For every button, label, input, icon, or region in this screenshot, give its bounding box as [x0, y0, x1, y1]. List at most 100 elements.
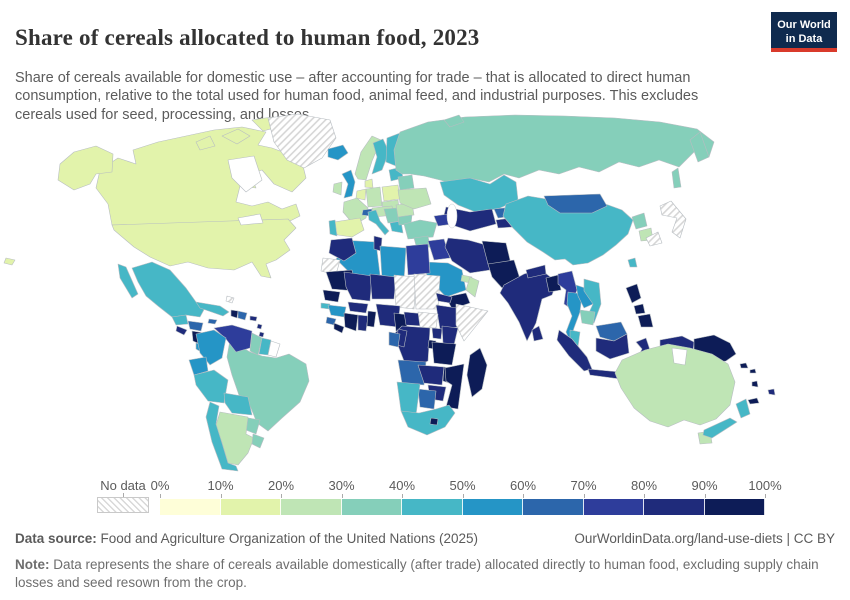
- country-iceland[interactable]: [327, 144, 349, 161]
- country-peru[interactable]: [193, 369, 229, 404]
- legend-bin-9[interactable]: [704, 499, 765, 515]
- country-namibia[interactable]: [396, 381, 421, 416]
- no-data-swatch[interactable]: [97, 497, 149, 513]
- country-australia[interactable]: [614, 343, 736, 428]
- country-bangladesh[interactable]: [545, 274, 562, 293]
- country-south-sudan[interactable]: [417, 311, 439, 329]
- country-united-states[interactable]: [111, 218, 297, 279]
- country-taiwan[interactable]: [627, 257, 638, 268]
- legend-bin-6[interactable]: [523, 499, 584, 515]
- country-new-zealand-south[interactable]: [702, 417, 738, 439]
- country-portugal[interactable]: [328, 219, 338, 237]
- country-turkey[interactable]: [403, 219, 438, 240]
- country-togo-benin[interactable]: [366, 310, 377, 328]
- country-guyana[interactable]: [249, 332, 263, 356]
- country-canada-arctic2[interactable]: [221, 128, 251, 145]
- country-poland[interactable]: [381, 184, 401, 202]
- country-sumatra[interactable]: [556, 329, 593, 372]
- owid-link[interactable]: OurWorldinData.org/land-use-diets | CC B…: [574, 531, 835, 546]
- country-bahamas[interactable]: [225, 295, 235, 304]
- country-mongolia[interactable]: [543, 193, 608, 214]
- country-russia[interactable]: [393, 114, 715, 185]
- country-mozambique[interactable]: [444, 363, 465, 410]
- legend-bin-7[interactable]: [583, 499, 644, 515]
- country-somalia[interactable]: [455, 303, 489, 342]
- country-lesser-antilles1[interactable]: [256, 323, 263, 330]
- country-south-africa[interactable]: [400, 404, 456, 436]
- country-ghana[interactable]: [357, 314, 369, 332]
- country-mali[interactable]: [343, 271, 373, 302]
- country-french-guiana[interactable]: [267, 340, 281, 358]
- country-chile[interactable]: [205, 401, 239, 472]
- country-denmark[interactable]: [364, 178, 374, 189]
- legend-bin-1[interactable]: [220, 499, 281, 515]
- country-el-salvador[interactable]: [175, 325, 188, 336]
- country-new-caledonia[interactable]: [747, 397, 760, 405]
- legend-bin-3[interactable]: [341, 499, 402, 515]
- country-guinea[interactable]: [327, 304, 347, 318]
- country-botswana[interactable]: [417, 388, 437, 410]
- country-morocco[interactable]: [328, 237, 357, 262]
- country-japan-main[interactable]: [659, 200, 687, 239]
- country-ireland[interactable]: [332, 181, 343, 196]
- country-greenland[interactable]: [267, 113, 337, 169]
- country-jamaica[interactable]: [207, 318, 218, 325]
- country-alaska[interactable]: [57, 145, 114, 191]
- country-madagascar[interactable]: [466, 347, 488, 398]
- country-borneo-indonesia[interactable]: [595, 333, 630, 360]
- country-solomon1[interactable]: [739, 362, 749, 369]
- country-japan-south[interactable]: [645, 231, 663, 247]
- country-cuba[interactable]: [195, 301, 230, 317]
- legend-bin-4[interactable]: [402, 499, 463, 515]
- country-burkina-faso[interactable]: [347, 301, 369, 314]
- country-bolivia[interactable]: [223, 392, 253, 416]
- legend-bin-5[interactable]: [462, 499, 523, 515]
- country-uganda[interactable]: [431, 327, 443, 340]
- country-uruguay[interactable]: [251, 433, 265, 449]
- country-fiji[interactable]: [767, 388, 776, 396]
- country-puerto-rico[interactable]: [249, 315, 258, 322]
- country-north-korea[interactable]: [631, 212, 648, 230]
- country-senegal[interactable]: [322, 289, 341, 303]
- country-lesotho[interactable]: [429, 417, 439, 426]
- country-sweden[interactable]: [371, 138, 390, 175]
- country-chad[interactable]: [393, 274, 417, 310]
- country-baja-california[interactable]: [117, 263, 139, 299]
- country-new-zealand-north[interactable]: [735, 398, 751, 419]
- country-germany[interactable]: [365, 186, 383, 208]
- country-canada-arctic1[interactable]: [195, 135, 216, 151]
- owid-logo[interactable]: Our World in Data: [771, 12, 837, 52]
- country-vanuatu[interactable]: [751, 380, 759, 388]
- country-colombia[interactable]: [195, 329, 227, 366]
- country-hawaii[interactable]: [3, 257, 16, 266]
- country-guatemala[interactable]: [171, 314, 189, 326]
- country-ukraine[interactable]: [397, 187, 432, 210]
- country-cote-divoire[interactable]: [343, 312, 359, 332]
- country-egypt[interactable]: [405, 243, 431, 276]
- country-italy[interactable]: [367, 209, 390, 236]
- country-sri-lanka[interactable]: [531, 325, 544, 342]
- country-iraq[interactable]: [427, 238, 451, 261]
- country-zambia[interactable]: [417, 364, 445, 386]
- country-nepal[interactable]: [525, 264, 547, 279]
- country-netherlands[interactable]: [355, 188, 367, 201]
- country-sakhalin[interactable]: [671, 167, 682, 189]
- country-solomon2[interactable]: [749, 368, 757, 374]
- country-haiti[interactable]: [230, 309, 239, 319]
- legend-bin-8[interactable]: [644, 499, 705, 515]
- country-eritrea[interactable]: [435, 292, 453, 304]
- country-tanzania[interactable]: [431, 341, 457, 366]
- legend-bin-0[interactable]: [160, 499, 221, 515]
- country-kamchatka[interactable]: [689, 131, 710, 163]
- country-ecuador[interactable]: [188, 356, 209, 376]
- country-niger[interactable]: [369, 273, 397, 300]
- country-lesser-antilles2[interactable]: [258, 331, 265, 338]
- country-france[interactable]: [342, 197, 369, 226]
- country-oman[interactable]: [465, 276, 480, 298]
- country-cambodia[interactable]: [579, 309, 596, 326]
- country-sudan[interactable]: [413, 273, 441, 310]
- country-novaya-zemlya[interactable]: [443, 114, 465, 128]
- country-brazil[interactable]: [226, 339, 310, 432]
- country-gabon[interactable]: [388, 331, 401, 348]
- country-iran[interactable]: [444, 237, 491, 274]
